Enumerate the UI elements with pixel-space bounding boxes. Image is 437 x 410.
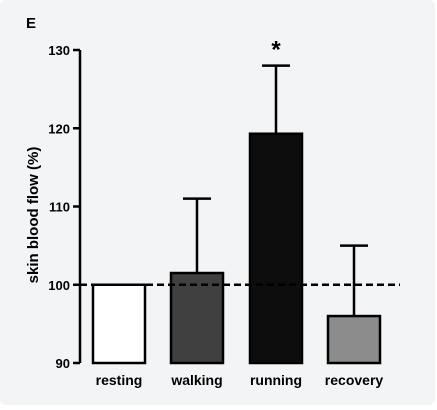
y-tick-label: 130 <box>48 43 70 58</box>
y-tick-label: 100 <box>48 278 70 293</box>
bar-running <box>248 132 304 365</box>
bar-resting <box>91 283 147 365</box>
y-tick-label: 90 <box>56 356 70 371</box>
x-tick-label: recovery <box>325 372 384 388</box>
x-tick-label: resting <box>96 372 143 388</box>
x-tick-label: walking <box>170 372 222 388</box>
y-tick-label: 120 <box>48 121 70 136</box>
x-tick-label: running <box>250 372 302 388</box>
y-axis-title: skin blood flow (%) <box>25 147 42 284</box>
significance-marker: * <box>271 37 281 64</box>
y-tick-label: 110 <box>49 200 70 215</box>
panel-letter: E <box>26 15 36 32</box>
bar-recovery <box>326 314 382 365</box>
bar-walking <box>169 271 225 365</box>
